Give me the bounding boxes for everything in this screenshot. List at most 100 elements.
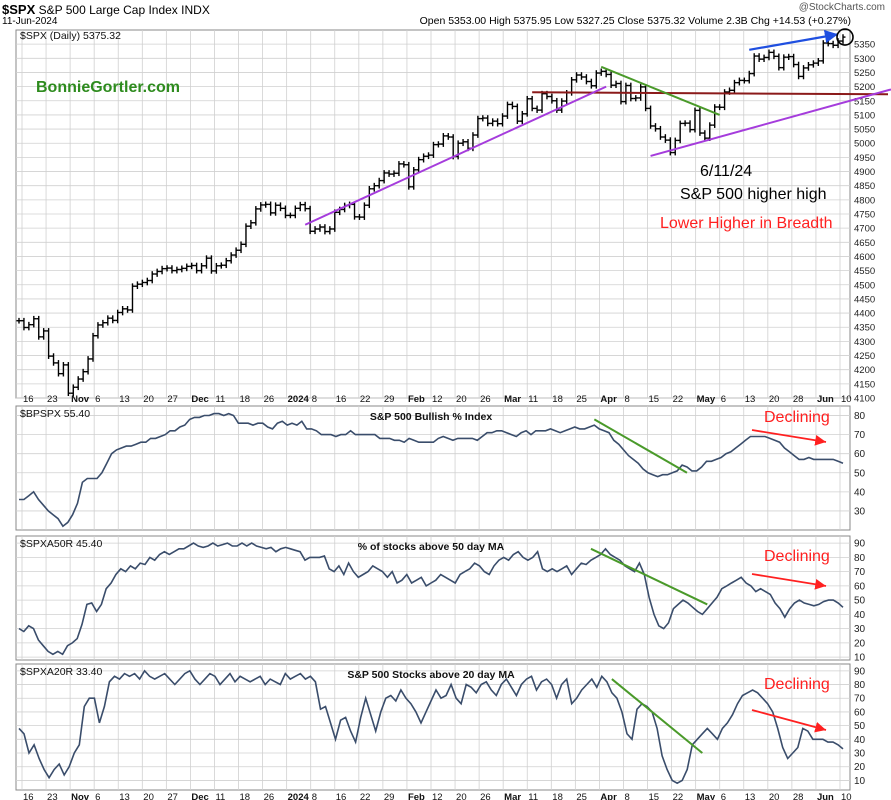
x-tick-label: 27 [167, 394, 178, 405]
y-tick-label: 5200 [854, 82, 875, 93]
x-tick-label: 22 [360, 792, 371, 800]
y-tick-label: 60 [854, 581, 866, 592]
panel-frame [15, 663, 851, 791]
y-tick-label: 5250 [854, 68, 875, 79]
y-tick-label: 20 [854, 762, 866, 773]
x-tick-label: May [697, 394, 716, 405]
indicator-line [18, 669, 844, 785]
y-tick-label: 4750 [854, 210, 875, 221]
declining-arrow [751, 573, 827, 590]
x-tick-label: Feb [408, 394, 425, 405]
x-tick-label: 20 [769, 792, 780, 800]
x-tick-label: 29 [384, 394, 395, 405]
x-tick-label: 28 [793, 394, 804, 405]
y-tick-label: 90 [854, 539, 866, 550]
x-tick-label: 23 [47, 792, 58, 800]
y-tick-label: 5050 [854, 125, 875, 136]
x-tick-label: 16 [336, 792, 347, 800]
y-tick-label: 4550 [854, 266, 875, 277]
x-tick-label: 18 [240, 394, 251, 405]
x-tick-label: Apr [600, 792, 617, 800]
x-tick-label: 20 [456, 792, 467, 800]
x-tick-label: 13 [745, 792, 756, 800]
ohlc-readout: Open 5353.00 High 5375.95 Low 5327.25 Cl… [419, 15, 851, 27]
y-tick-label: 4350 [854, 323, 875, 334]
x-tick-label: 25 [576, 394, 587, 405]
y-tick-label: 50 [854, 596, 866, 607]
x-tick-label: 23 [47, 394, 58, 405]
x-tick-label: 20 [456, 394, 467, 405]
indicator-title: S&P 500 Bullish % Index [370, 411, 493, 423]
chart-title: $SPX S&P 500 Large Cap Index INDX [2, 2, 210, 17]
y-tick-label: 10 [854, 776, 866, 787]
y-tick-label: 50 [854, 721, 866, 732]
y-tick-label: 4300 [854, 337, 875, 348]
x-tick-label: 6 [721, 792, 726, 800]
x-tick-label: 11 [215, 792, 225, 800]
x-tick-label: 6 [721, 394, 726, 405]
higher-high-label: S&P 500 higher high [680, 186, 826, 203]
x-tick-label: 29 [384, 792, 395, 800]
x-tick-label: Nov [71, 792, 90, 800]
y-tick-label: 4100 [854, 394, 875, 405]
x-tick-label: 2024 [288, 792, 310, 800]
y-tick-label: 40 [854, 610, 866, 621]
x-tick-label: 26 [264, 792, 275, 800]
breadth-label: Lower Higher in Breadth [660, 215, 833, 232]
x-tick-label: Dec [191, 792, 208, 800]
y-tick-label: 30 [854, 624, 866, 635]
indicator-line [18, 542, 844, 656]
indicator-title: S&P 500 Stocks above 20 day MA [347, 669, 515, 681]
y-tick-label: 20 [854, 638, 866, 649]
x-tick-label: 25 [576, 792, 587, 800]
x-tick-label: 11 [528, 792, 538, 800]
x-tick-label: 13 [119, 394, 130, 405]
y-tick-label: 70 [854, 694, 866, 705]
breadth-down-trendline [593, 418, 688, 474]
x-tick-label: 18 [240, 792, 251, 800]
x-tick-label: Mar [504, 394, 521, 405]
declining-arrow [751, 429, 827, 446]
x-tick-label: 22 [673, 792, 684, 800]
y-tick-label: 4800 [854, 195, 875, 206]
panel-frame [15, 535, 851, 661]
panel-frame [15, 405, 851, 531]
chart-date: 11-Jun-2024 [2, 16, 58, 27]
x-tick-label: 11 [215, 394, 225, 405]
y-tick-label: 80 [854, 553, 866, 564]
x-tick-label: 15 [649, 394, 660, 405]
y-tick-label: 70 [854, 567, 866, 578]
y-tick-label: 60 [854, 707, 866, 718]
x-tick-label: 10 [841, 792, 852, 800]
y-tick-label: 80 [854, 680, 866, 691]
y-tick-label: 5100 [854, 110, 875, 121]
x-tick-label: 6 [95, 792, 100, 800]
x-tick-label: 20 [143, 394, 154, 405]
y-tick-label: 5000 [854, 139, 875, 150]
x-tick-label: 10 [841, 394, 852, 405]
x-tick-label: 15 [649, 792, 660, 800]
x-tick-label: 12 [432, 394, 443, 405]
support-trendline-1 [304, 85, 607, 226]
y-tick-label: 40 [854, 487, 866, 498]
declining-label: Declining [764, 409, 830, 426]
y-tick-label: 50 [854, 468, 866, 479]
x-tick-label: 13 [119, 792, 130, 800]
x-tick-label: 27 [167, 792, 178, 800]
x-tick-label: Jun [817, 394, 834, 405]
breadth-down-trendline [590, 547, 708, 606]
breadth-down-trendline [611, 678, 703, 754]
y-tick-label: 80 [854, 411, 866, 422]
higher-high-arrow [749, 30, 839, 51]
y-tick-label: 4500 [854, 280, 875, 291]
y-tick-label: 4950 [854, 153, 875, 164]
declining-arrow [751, 709, 827, 733]
y-tick-label: 5150 [854, 96, 875, 107]
y-tick-label: 4700 [854, 224, 875, 235]
y-tick-label: 5350 [854, 40, 875, 51]
x-tick-label: Mar [504, 792, 521, 800]
x-tick-label: 28 [793, 792, 804, 800]
x-tick-label: Jun [817, 792, 834, 800]
